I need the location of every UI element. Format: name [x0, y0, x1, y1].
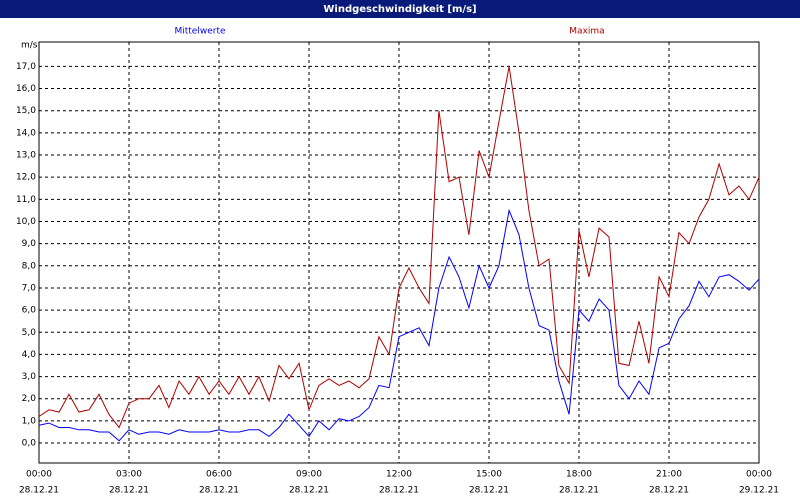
x-tick-label: 00:00 — [746, 470, 772, 480]
x-tick-date: 28.12.21 — [199, 486, 239, 496]
y-tick-label: 0,0 — [22, 439, 37, 449]
y-tick-label: 4,0 — [22, 350, 37, 360]
x-tick-date: 28.12.21 — [19, 486, 59, 496]
y-tick-label: 10,0 — [16, 217, 36, 227]
x-tick-label: 06:00 — [206, 470, 232, 480]
data-line — [38, 208, 760, 442]
legend-entry: Maxima — [569, 27, 604, 37]
y-tick-label: 14,0 — [16, 128, 36, 138]
plot-border — [38, 41, 760, 464]
x-tick-date: 28.12.21 — [649, 486, 689, 496]
y-tick-label: 11,0 — [16, 195, 36, 205]
chart-title: Windgeschwindigkeit [m/s] — [323, 4, 476, 15]
x-tick-label: 00:00 — [26, 470, 52, 480]
y-tick-label: 16,0 — [16, 84, 36, 94]
x-tick-label: 12:00 — [386, 470, 412, 480]
y-tick-label: 13,0 — [16, 151, 36, 161]
y-tick-label: 7,0 — [22, 283, 37, 293]
x-tick-label: 09:00 — [296, 470, 322, 480]
y-tick-label: 6,0 — [22, 306, 37, 316]
y-tick-label: 8,0 — [22, 261, 37, 271]
x-tick-date: 28.12.21 — [379, 486, 419, 496]
x-tick-date: 28.12.21 — [289, 486, 329, 496]
y-tick-label: 9,0 — [22, 239, 37, 249]
y-tick-label: 12,0 — [16, 173, 36, 183]
y-tick-label: 5,0 — [22, 328, 37, 338]
x-tick-date: 28.12.21 — [559, 486, 599, 496]
y-tick-label: 17,0 — [16, 62, 36, 72]
y-tick-label: 15,0 — [16, 106, 36, 116]
y-axis-label: m/s — [21, 41, 38, 51]
data-line — [38, 66, 760, 429]
x-tick-label: 15:00 — [476, 470, 502, 480]
x-tick-label: 03:00 — [116, 470, 142, 480]
y-tick-label: 2,0 — [22, 394, 37, 404]
legend-entry: Mittelwerte — [174, 27, 225, 37]
x-tick-date: 28.12.21 — [109, 486, 149, 496]
title-bar — [0, 0, 800, 18]
y-tick-label: 1,0 — [22, 416, 37, 426]
x-tick-date: 28.12.21 — [469, 486, 509, 496]
x-tick-label: 18:00 — [566, 470, 592, 480]
x-tick-date: 29.12.21 — [739, 486, 779, 496]
y-tick-label: 3,0 — [22, 372, 37, 382]
x-tick-label: 21:00 — [656, 470, 682, 480]
